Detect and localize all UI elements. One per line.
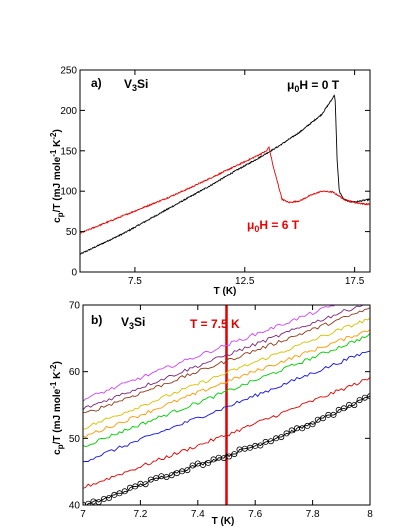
x-tick-label: 7.6 [248,509,262,520]
data-point [205,459,212,466]
data-point [278,434,285,441]
data-point [147,476,154,483]
y-tick-label: 70 [69,301,81,312]
data-point [194,460,201,467]
data-point [231,451,238,458]
panel-b-marks [83,305,370,505]
data-point [210,456,217,463]
x-tick-label: 17.5 [345,276,365,287]
data-point [184,467,191,474]
x-tick-label: 7.5 [128,276,142,287]
panel-b-sample-label: V3Si [121,315,145,331]
series-line-8 [83,305,340,402]
data-point [309,421,316,428]
data-point [299,425,306,432]
data-point [267,438,274,445]
panel-a-frame [79,69,371,273]
y-tick-label: 150 [60,146,77,157]
data-point [257,442,264,449]
series-line-4 [83,329,370,438]
series-line-2 [83,350,370,463]
panel-b-ticks: 7 7.2 7.4 7.6 7.8 8 40 50 60 70 [69,301,373,521]
data-point [168,472,175,479]
data-point [173,470,180,477]
series-line-5 [83,317,370,430]
y-tick-label: 60 [69,367,81,378]
panel-a-annotation-6T: μ0H = 6 T [247,218,300,234]
x-tick-label: 7 [80,509,86,520]
data-point [288,427,295,434]
data-point [304,422,311,429]
data-point [111,491,118,498]
data-point [220,455,227,462]
panel-a-annotation-0T: μ0H = 0 T [287,78,340,94]
x-tick-label: 7.2 [133,509,147,520]
panel-b-ylabel: cp/T (mJ mole-1 K-2) [49,361,65,455]
data-point [85,500,92,505]
panel-a-ticks: 7.5 12.5 17.5 0 50 100 150 200 250 [60,66,370,287]
data-point [153,474,160,481]
series-line-6 [83,307,370,414]
data-point [163,473,170,480]
y-tick-label: 0 [71,268,77,279]
panel-a: 7.5 12.5 17.5 0 50 100 150 200 250 a) V3Si μ0H =… [49,66,371,297]
panel-a-xlabel: T (K) [214,286,237,297]
data-point [132,483,139,490]
series-line-0 [79,94,371,255]
data-point [335,406,342,413]
series-line-1 [79,146,371,234]
y-tick-label: 250 [60,66,77,77]
y-tick-label: 50 [69,434,81,445]
x-tick-label: 7.4 [191,509,205,520]
y-tick-label: 40 [69,501,81,512]
data-point [199,461,206,468]
data-point [142,481,149,488]
panel-a-marks [79,94,371,255]
data-point [283,430,290,437]
x-tick-label: 7.8 [306,509,320,520]
series-line-0 [83,395,370,505]
panel-b-label: b) [91,313,102,327]
x-tick-label: 8 [367,509,373,520]
y-tick-label: 200 [60,106,77,117]
series-line-7 [83,305,364,411]
panel-a-label: a) [91,76,102,90]
data-point [189,462,196,469]
panel-a-ylabel: cp/T (mJ mole-1 K-2) [49,129,65,223]
x-tick-label: 12.5 [235,276,255,287]
data-point [330,411,337,418]
data-point [246,444,253,451]
data-point [226,453,233,460]
data-point [314,416,321,423]
panel-b: 7 7.2 7.4 7.6 7.8 8 40 50 60 70 b) V3Si T = 7.5 K… [49,301,373,528]
y-tick-label: 100 [60,187,77,198]
series-line-1 [83,377,370,489]
data-point [340,405,347,412]
data-point [106,494,113,501]
data-point [356,397,363,404]
panel-b-xlabel: T (K) [212,516,235,527]
data-point [351,402,358,409]
panel-a-sample-label: V3Si [124,77,148,93]
panel-b-marker-label: T = 7.5 K [190,317,240,331]
series-line-3 [83,332,370,448]
y-tick-label: 50 [66,227,78,238]
panel-b-frame [82,304,371,506]
data-point [121,488,128,495]
data-point [116,490,123,497]
data-point [319,415,326,422]
